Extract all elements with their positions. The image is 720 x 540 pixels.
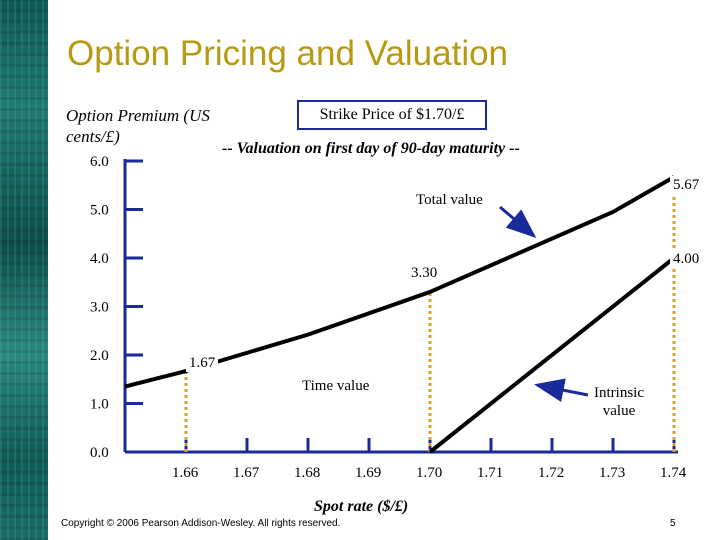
x-tick-label-6: 1.72 xyxy=(538,465,564,481)
x-axis-label: Spot rate ($/£) xyxy=(314,498,409,515)
page-number: 5 xyxy=(670,518,676,529)
x-tick-label-5: 1.71 xyxy=(477,465,503,481)
y-tick-label-1: 1.0 xyxy=(90,397,109,413)
label-3-30: 3.30 xyxy=(408,264,441,282)
sidebar-decoration xyxy=(0,0,48,540)
x-tick-label-1: 1.67 xyxy=(233,465,260,481)
label-intrinsic-value: Intrinsic value xyxy=(591,384,647,420)
series-line-0 xyxy=(124,175,675,389)
y-tick-label-3: 3.0 xyxy=(90,300,109,316)
y-tick-label-2: 2.0 xyxy=(90,348,109,364)
x-tick-label-8: 1.74 xyxy=(660,465,687,481)
x-tick-label-7: 1.73 xyxy=(599,465,625,481)
label-total-value: Total value xyxy=(413,191,486,209)
strike-price-box: Strike Price of $1.70/£ xyxy=(297,100,487,130)
label-time-value: Time value xyxy=(299,377,373,395)
arrow-intrinsic-value xyxy=(534,378,589,402)
series-line-1 xyxy=(428,256,676,454)
y-axis-label: Option Premium (US cents/£) xyxy=(66,106,210,146)
label-1-67: 1.67 xyxy=(186,354,219,372)
x-tick-label-4: 1.70 xyxy=(416,465,442,481)
label-4-00: 4.00 xyxy=(670,250,703,268)
chart-subtitle: -- Valuation on first day of 90-day matu… xyxy=(222,140,520,157)
x-tick-label-3: 1.69 xyxy=(355,465,381,481)
sidebar-texture xyxy=(0,0,48,540)
label-5-67: 5.67 xyxy=(670,176,703,194)
label-intrinsic-line2: value xyxy=(602,403,636,419)
y-tick-label-4: 4.0 xyxy=(90,251,109,267)
x-tick-label-2: 1.68 xyxy=(294,465,320,481)
x-tick-label-0: 1.66 xyxy=(172,465,199,481)
y-tick-label-5: 5.0 xyxy=(90,203,109,219)
arrow-total-value xyxy=(499,205,537,238)
label-intrinsic-line1: Intrinsic xyxy=(594,385,644,401)
copyright-text: Copyright © 2006 Pearson Addison-Wesley.… xyxy=(61,518,341,529)
y-tick-label-0: 0.0 xyxy=(90,445,109,461)
y-tick-label-6: 6.0 xyxy=(90,154,109,170)
page-title: Option Pricing and Valuation xyxy=(67,34,509,73)
